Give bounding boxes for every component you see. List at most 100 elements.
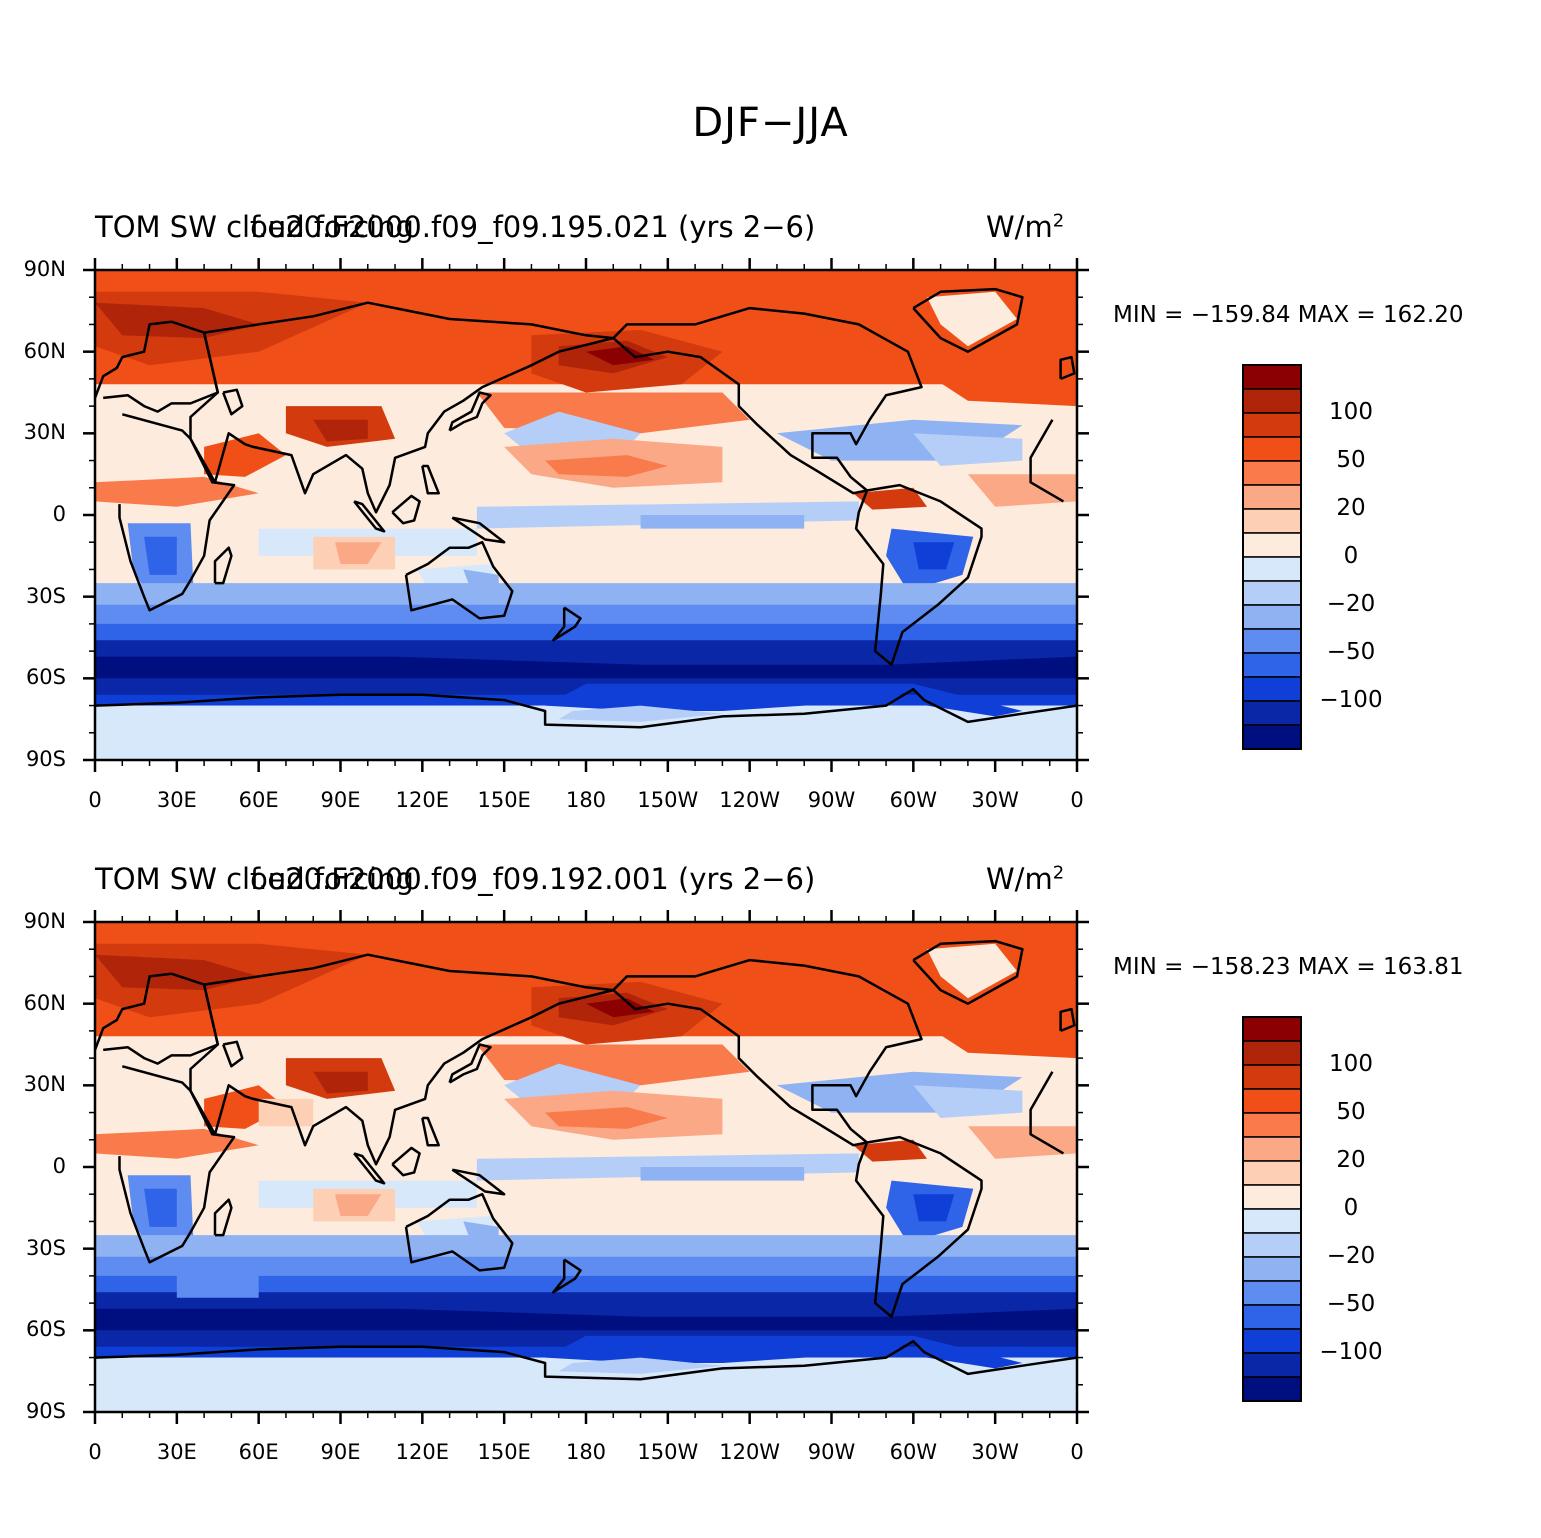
colorbar-swatch <box>1242 1040 1302 1066</box>
colorbar-label: 100 <box>1329 399 1373 425</box>
map-figure <box>83 258 1302 772</box>
contour-field <box>95 270 1077 760</box>
colorbar-swatch <box>1242 1184 1302 1210</box>
colorbar-label: −100 <box>1319 687 1383 713</box>
contour-region <box>176 1262 259 1298</box>
coastline-asia <box>189 953 615 1166</box>
panel-case-title: f.e20.F2000.f09_f09.195.021 (yrs 2−6) <box>250 210 816 244</box>
contour-region <box>545 1107 668 1129</box>
contour-region <box>95 583 1077 611</box>
colorbar-label: 20 <box>1336 495 1366 521</box>
coastline-borneo <box>391 494 421 525</box>
contour-region <box>913 1194 955 1222</box>
lon-tick-label: 120E <box>395 1440 449 1464</box>
units-exponent: 2 <box>1052 210 1065 232</box>
lat-tick-label: 90S <box>25 747 66 771</box>
contour-region <box>967 474 1077 507</box>
colorbar-label: 50 <box>1336 1099 1366 1125</box>
contour-region <box>313 1071 368 1094</box>
colorbar-swatch <box>1242 436 1302 462</box>
colorbar-swatch <box>1242 388 1302 414</box>
lon-tick-label: 150W <box>637 1440 699 1464</box>
contour-region <box>853 1139 927 1162</box>
colorbar-label: −20 <box>1326 591 1376 617</box>
lat-tick-label: 90N <box>23 257 66 281</box>
coastline-caspian <box>222 388 244 416</box>
coastline-borneo <box>391 1146 421 1177</box>
lon-tick-label: 150W <box>637 788 699 812</box>
contour-region <box>95 705 1077 760</box>
colorbar-swatch <box>1242 412 1302 438</box>
coastline-asia <box>189 301 615 514</box>
lon-tick-label: 0 <box>88 1440 102 1464</box>
contour-region <box>586 998 655 1018</box>
contour-region <box>95 476 259 507</box>
lon-tick-label: 60W <box>889 788 938 812</box>
colorbar-swatch <box>1242 1112 1302 1138</box>
lon-tick-label: 180 <box>565 1440 607 1464</box>
coastline-namerica <box>612 306 923 495</box>
colorbar-frame <box>1242 364 1302 750</box>
contour-region <box>95 623 1077 643</box>
coastline-japan <box>448 391 492 432</box>
lat-tick-label: 30S <box>25 1235 66 1260</box>
contour-region <box>144 536 177 575</box>
contour-region <box>95 1128 259 1159</box>
lat-tick-label: 30N <box>23 420 66 445</box>
lat-tick-label: 0 <box>52 1154 66 1178</box>
colorbar-label: −50 <box>1326 639 1376 665</box>
colorbar-swatch <box>1242 1304 1302 1330</box>
colorbar-swatch <box>1242 1280 1302 1306</box>
colorbar-label: 0 <box>1343 1195 1359 1221</box>
colorbar-swatch <box>1242 460 1302 486</box>
lat-tick-label: 90S <box>25 1399 66 1423</box>
lat-tick-label: 60N <box>23 990 66 1015</box>
coastline-nz <box>552 1258 582 1294</box>
colorbar-label: −50 <box>1326 1291 1376 1317</box>
colorbar-swatch <box>1242 484 1302 510</box>
contour-region <box>927 943 1017 999</box>
colorbar-swatch <box>1242 1256 1302 1282</box>
lon-tick-label: 120E <box>395 788 449 812</box>
map-panel-top: TOM SW cloud forcing f.e20.F2000.f09_f09… <box>0 0 1541 812</box>
colorbar-swatch <box>1242 1208 1302 1234</box>
contour-region <box>640 1167 805 1181</box>
contour-region <box>586 346 655 366</box>
lon-tick-label: 90W <box>807 788 856 812</box>
coastline-australia <box>404 540 514 620</box>
contour-region <box>95 1235 1077 1263</box>
contour-region <box>558 705 723 722</box>
lat-tick-label: 90N <box>23 909 66 933</box>
contour-field <box>95 922 1077 1412</box>
colorbar-swatch <box>1242 628 1302 654</box>
lon-tick-label: 30W <box>971 788 1019 812</box>
colorbar-swatch <box>1242 1232 1302 1258</box>
contour-region <box>335 1194 382 1216</box>
colorbar-swatch <box>1242 676 1302 702</box>
lon-tick-label: 150E <box>477 788 531 812</box>
lat-tick-label: 30S <box>25 583 66 608</box>
coastline-caspian <box>222 1040 244 1068</box>
units-base: W/m <box>986 210 1053 244</box>
colorbar-swatch <box>1242 1328 1302 1354</box>
contour-region <box>927 291 1017 347</box>
contour-region <box>95 1357 1077 1412</box>
min-max-readout: MIN = −158.23 MAX = 163.81 <box>1113 954 1464 980</box>
lon-tick-label: 90E <box>320 1440 361 1464</box>
colorbar-label: −20 <box>1326 1243 1376 1269</box>
map-panel-bottom: TOM SW cloud forcing f.e20.F2000.f09_f09… <box>0 652 1541 1464</box>
coastlines <box>95 287 1077 729</box>
contour-region <box>913 1085 1023 1118</box>
contour-region <box>95 270 1077 385</box>
contour-region <box>258 1098 314 1127</box>
units-base: W/m <box>986 862 1053 896</box>
contour-region <box>95 1256 1077 1282</box>
colorbar-label: 50 <box>1336 447 1366 473</box>
coastline-samerica <box>854 1135 983 1318</box>
lon-tick-label: 180 <box>565 788 607 812</box>
contour-region <box>95 656 1077 684</box>
lon-tick-label: 0 <box>88 788 102 812</box>
lat-tick-label: 60S <box>25 1317 66 1342</box>
contour-region <box>335 542 382 564</box>
coastline-nz <box>552 606 582 642</box>
